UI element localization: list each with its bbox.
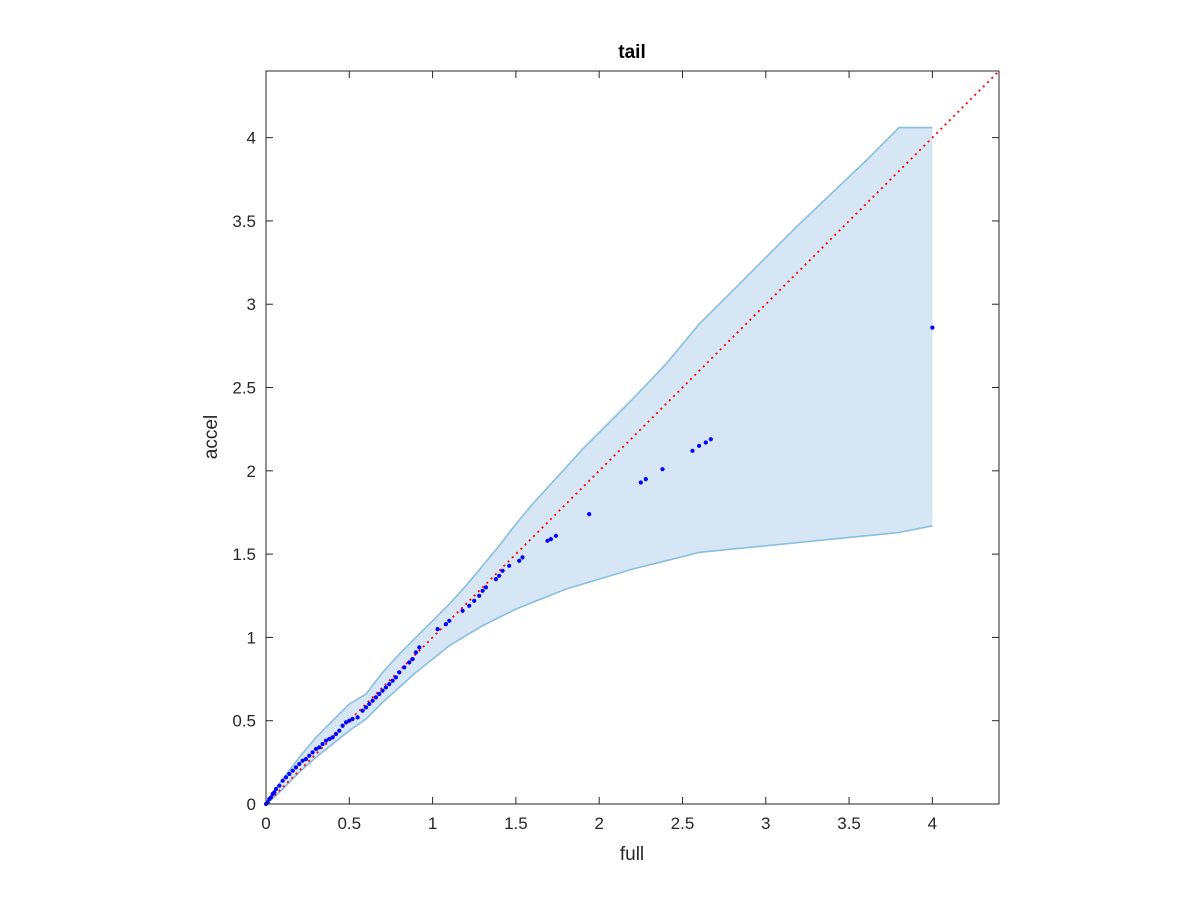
y-tick-label: 2.5 [232, 379, 256, 398]
confidence-band [266, 127, 933, 805]
data-point [347, 718, 352, 723]
data-point [545, 538, 550, 543]
data-point [337, 728, 342, 733]
data-point [383, 685, 388, 690]
data-point [317, 745, 322, 750]
y-axis-label: accel [201, 415, 222, 459]
y-tick-label: 0.5 [232, 712, 256, 731]
data-point [355, 715, 360, 720]
axes-box [265, 70, 1000, 805]
data-point [363, 705, 369, 710]
data-point [697, 443, 702, 448]
x-tick-label: 4 [928, 814, 937, 833]
data-point [350, 716, 355, 722]
data-point [343, 720, 349, 725]
plot-area: 0 0.5 1 1.5 2 2.5 3 3.5 4 0 0.5 1 1.5 2 2.5 3 3.5 4 [232, 70, 1000, 833]
data-point [277, 783, 282, 788]
data-point [587, 511, 592, 517]
data-point [443, 622, 448, 627]
data-point [507, 563, 512, 568]
y-tick-label: 2 [247, 462, 256, 481]
data-point [293, 765, 299, 770]
y-tick-label: 3 [247, 295, 256, 314]
data-point [483, 585, 488, 590]
data-point [520, 555, 525, 560]
band-upper-edge [265, 126, 933, 805]
data-point [367, 701, 372, 707]
data-point [310, 750, 315, 755]
data-point [690, 448, 695, 453]
data-point [660, 467, 665, 472]
data-point [553, 533, 559, 538]
data-point [708, 437, 713, 442]
data-point [313, 746, 319, 752]
x-tick-label: 3 [761, 814, 770, 833]
x-axis-label: full [620, 844, 644, 865]
data-point [410, 657, 415, 662]
data-point [327, 736, 332, 742]
data-point [407, 660, 412, 665]
data-point [477, 593, 482, 598]
data-point [517, 558, 522, 563]
data-point [333, 731, 339, 737]
data-point [287, 771, 292, 777]
y-tick-label: 3.5 [232, 212, 256, 231]
data-point [330, 735, 335, 740]
data-point [290, 768, 295, 773]
data-point [472, 598, 477, 603]
chart-title: tail [618, 42, 645, 63]
data-point [272, 790, 277, 795]
data-point [297, 761, 302, 767]
x-tick-label: 1.5 [504, 814, 528, 833]
data-point [930, 325, 935, 330]
data-point [467, 603, 472, 608]
band-lower-edge [265, 525, 933, 805]
data-point [497, 573, 502, 578]
data-point [417, 645, 422, 650]
data-point [393, 675, 398, 680]
x-tick-label: 2.5 [671, 814, 695, 833]
y-tick-label: 1 [247, 628, 256, 647]
data-point [413, 650, 418, 655]
data-point [380, 688, 385, 693]
data-point [548, 537, 554, 542]
data-point [377, 691, 382, 697]
data-point [283, 775, 289, 780]
data-point [638, 480, 643, 485]
data-point [435, 627, 440, 632]
y-tick-label: 1.5 [232, 545, 256, 564]
data-point [320, 741, 325, 747]
data-point [500, 568, 505, 573]
data-point [402, 665, 407, 670]
data-point [307, 753, 312, 758]
data-point [460, 608, 465, 613]
data-point [268, 795, 274, 800]
data-point [387, 682, 392, 687]
x-tick-label: 0.5 [337, 814, 361, 833]
data-point [447, 618, 452, 623]
x-tick-label: 3.5 [837, 814, 861, 833]
x-tick-label: 2 [594, 814, 603, 833]
data-point [280, 778, 285, 783]
data-point [340, 723, 345, 728]
data-point [323, 738, 329, 743]
data-point [643, 477, 648, 482]
y-tick-label: 4 [247, 129, 256, 148]
data-point [493, 577, 498, 582]
data-point [373, 695, 378, 700]
data-point [273, 786, 279, 792]
data-point [390, 678, 395, 683]
data-point [265, 800, 270, 805]
x-tick-label: 1 [428, 814, 437, 833]
data-point [397, 670, 402, 675]
data-point [480, 588, 485, 593]
data-point [300, 758, 305, 763]
x-tick-label: 0 [261, 814, 270, 833]
data-point [703, 440, 708, 445]
y-tick-label: 0 [247, 795, 256, 814]
data-point [360, 708, 365, 713]
data-point [303, 756, 309, 762]
data-point [370, 698, 375, 703]
